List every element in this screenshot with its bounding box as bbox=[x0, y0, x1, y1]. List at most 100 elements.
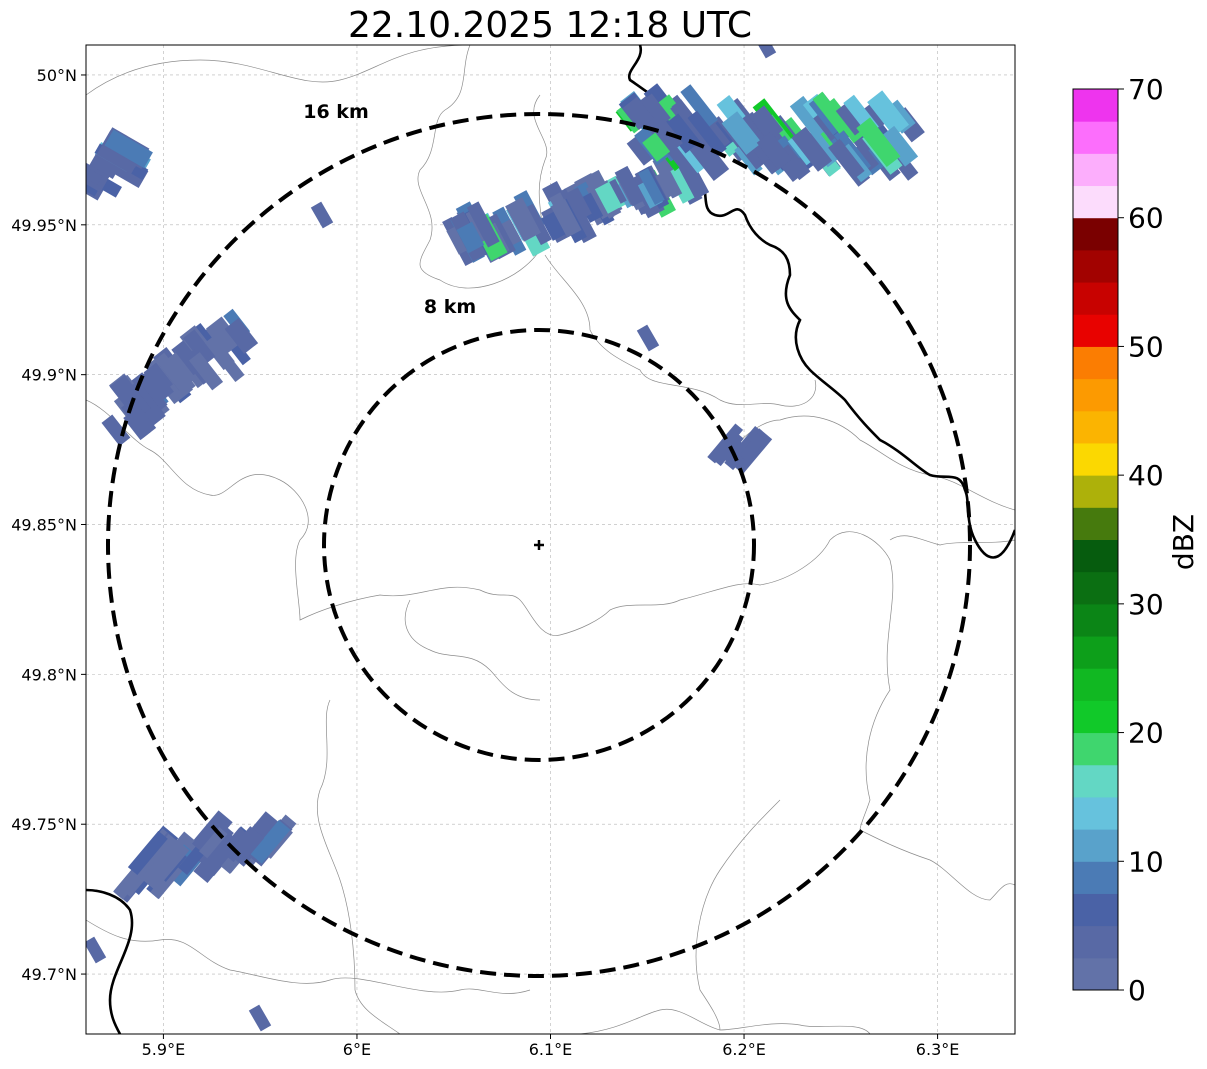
echo-pixel bbox=[466, 201, 500, 248]
echo-pixel bbox=[791, 126, 833, 172]
colorbar-tick-label: 40 bbox=[1128, 459, 1164, 492]
echo-pixel bbox=[310, 201, 334, 229]
echo-pixel bbox=[680, 84, 719, 128]
admin-boundary-line bbox=[829, 531, 894, 831]
echo-pixel bbox=[248, 1004, 272, 1032]
echo-pixel bbox=[550, 198, 582, 238]
echo-pixel bbox=[127, 830, 168, 876]
admin-boundary-line bbox=[404, 599, 541, 701]
echo-pixel bbox=[789, 95, 833, 144]
colorbar-swatch bbox=[1073, 378, 1118, 412]
colorbar-swatch bbox=[1073, 89, 1118, 122]
colorbar-frame bbox=[1072, 88, 1119, 991]
echo-pixel bbox=[188, 352, 224, 391]
echo-pixel bbox=[123, 405, 157, 441]
echo-pixel bbox=[86, 161, 103, 186]
echo-pixel bbox=[456, 221, 485, 254]
admin-boundary-line bbox=[544, 254, 817, 407]
map-panel: 16 km 8 km bbox=[85, 44, 1016, 1035]
radar-site-marker bbox=[534, 540, 544, 550]
colorbar-swatch bbox=[1073, 346, 1118, 380]
echo-cluster-northeast-band bbox=[615, 83, 925, 187]
colorbar-ticks: 0 10 20 30 40 50 60 70 bbox=[1118, 73, 1164, 1007]
echo-cluster-northwest-edge bbox=[86, 127, 153, 201]
echo-pixel bbox=[233, 826, 265, 858]
echo-pixel bbox=[500, 219, 522, 246]
colorbar-tick-label: 20 bbox=[1128, 717, 1164, 750]
y-tick-label: 49.95°N bbox=[11, 216, 77, 235]
echo-pixel bbox=[141, 365, 174, 402]
echo-pixel bbox=[721, 111, 762, 155]
y-tick-label: 49.7°N bbox=[21, 965, 77, 984]
x-tick-label: 6.1°E bbox=[529, 1040, 573, 1059]
colorbar-swatch bbox=[1073, 410, 1118, 444]
admin-boundary-line bbox=[316, 699, 401, 1034]
border-line-southwest bbox=[86, 888, 134, 1034]
echo-pixel bbox=[707, 423, 744, 464]
echo-pixel bbox=[812, 91, 850, 134]
echo-pixel bbox=[753, 45, 777, 59]
echo-pixel bbox=[594, 181, 623, 214]
range-ring-label-16km: 16 km bbox=[303, 101, 369, 123]
echo-pixel bbox=[89, 151, 121, 179]
colorbar-tick-label: 10 bbox=[1128, 845, 1164, 878]
y-tick-label: 49.8°N bbox=[21, 665, 77, 684]
echo-pixel bbox=[540, 211, 567, 241]
colorbar-swatch bbox=[1073, 796, 1118, 830]
y-tick-label: 49.9°N bbox=[21, 366, 77, 385]
colorbar-tick-label: 60 bbox=[1128, 202, 1164, 235]
echo-pixel bbox=[881, 125, 919, 167]
colorbar-swatch bbox=[1073, 571, 1118, 605]
colorbar-tick-label: 0 bbox=[1128, 974, 1146, 1007]
echo-pixel bbox=[642, 93, 671, 125]
echo-pixel bbox=[250, 820, 291, 864]
admin-boundary-line bbox=[86, 399, 831, 636]
colorbar-swatch bbox=[1073, 893, 1118, 927]
colorbar-swatch bbox=[1073, 829, 1118, 862]
colorbar-swatch bbox=[1073, 603, 1118, 637]
echo-pixel bbox=[622, 96, 654, 130]
echo-pixel bbox=[86, 166, 103, 197]
admin-boundary-line bbox=[719, 415, 1015, 511]
echo-pixel bbox=[828, 138, 865, 180]
echo-pixel bbox=[749, 105, 784, 142]
echo-pixel bbox=[86, 936, 107, 964]
echo-pixel bbox=[96, 144, 137, 175]
echo-cluster-southwest-cluster bbox=[113, 810, 297, 903]
echo-pixel bbox=[687, 110, 727, 157]
range-ring-8km bbox=[322, 328, 756, 762]
colorbar-swatch bbox=[1073, 282, 1118, 315]
x-tick-label: 6.3°E bbox=[916, 1040, 960, 1059]
echo-pixel bbox=[505, 197, 541, 242]
echo-pixel bbox=[614, 165, 646, 207]
admin-boundary-line bbox=[859, 829, 1015, 901]
radar-echoes bbox=[86, 45, 925, 1032]
echo-pixel bbox=[162, 352, 196, 389]
colorbar-tick-label: 50 bbox=[1128, 330, 1164, 363]
x-axis: 5.9°E 6°E 6.1°E 6.2°E 6.3°E bbox=[142, 1034, 960, 1059]
x-tick-label: 6°E bbox=[343, 1040, 371, 1059]
colorbar-swatch bbox=[1073, 153, 1118, 187]
colorbar-swatch bbox=[1073, 217, 1118, 251]
colorbar-swatch bbox=[1073, 475, 1118, 508]
echo-pixel bbox=[642, 132, 671, 162]
colorbar-swatch bbox=[1073, 732, 1118, 766]
colorbar-swatch bbox=[1073, 668, 1118, 701]
map-title: 22.10.2025 12:18 UTC bbox=[348, 5, 752, 46]
echo-pixel bbox=[205, 316, 242, 355]
colorbar: 0 10 20 30 40 50 60 70 dBZ bbox=[1072, 73, 1200, 1007]
colorbar-swatch bbox=[1073, 539, 1118, 573]
colorbar-swatch bbox=[1073, 861, 1118, 894]
colorbar-swatch bbox=[1073, 442, 1118, 476]
echo-pixel bbox=[204, 335, 245, 383]
echo-pixel bbox=[670, 100, 709, 146]
y-axis: 50°N 49.95°N 49.9°N 49.85°N 49.8°N 49.75°N 49.… bbox=[11, 66, 86, 984]
echo-cluster-north-band bbox=[442, 151, 710, 266]
colorbar-swatch bbox=[1073, 249, 1118, 283]
admin-boundary-line bbox=[695, 799, 781, 1031]
admin-boundary-line bbox=[86, 919, 531, 994]
echo-pixel bbox=[867, 90, 910, 137]
y-tick-label: 49.75°N bbox=[11, 815, 77, 834]
colorbar-swatch bbox=[1073, 925, 1118, 959]
